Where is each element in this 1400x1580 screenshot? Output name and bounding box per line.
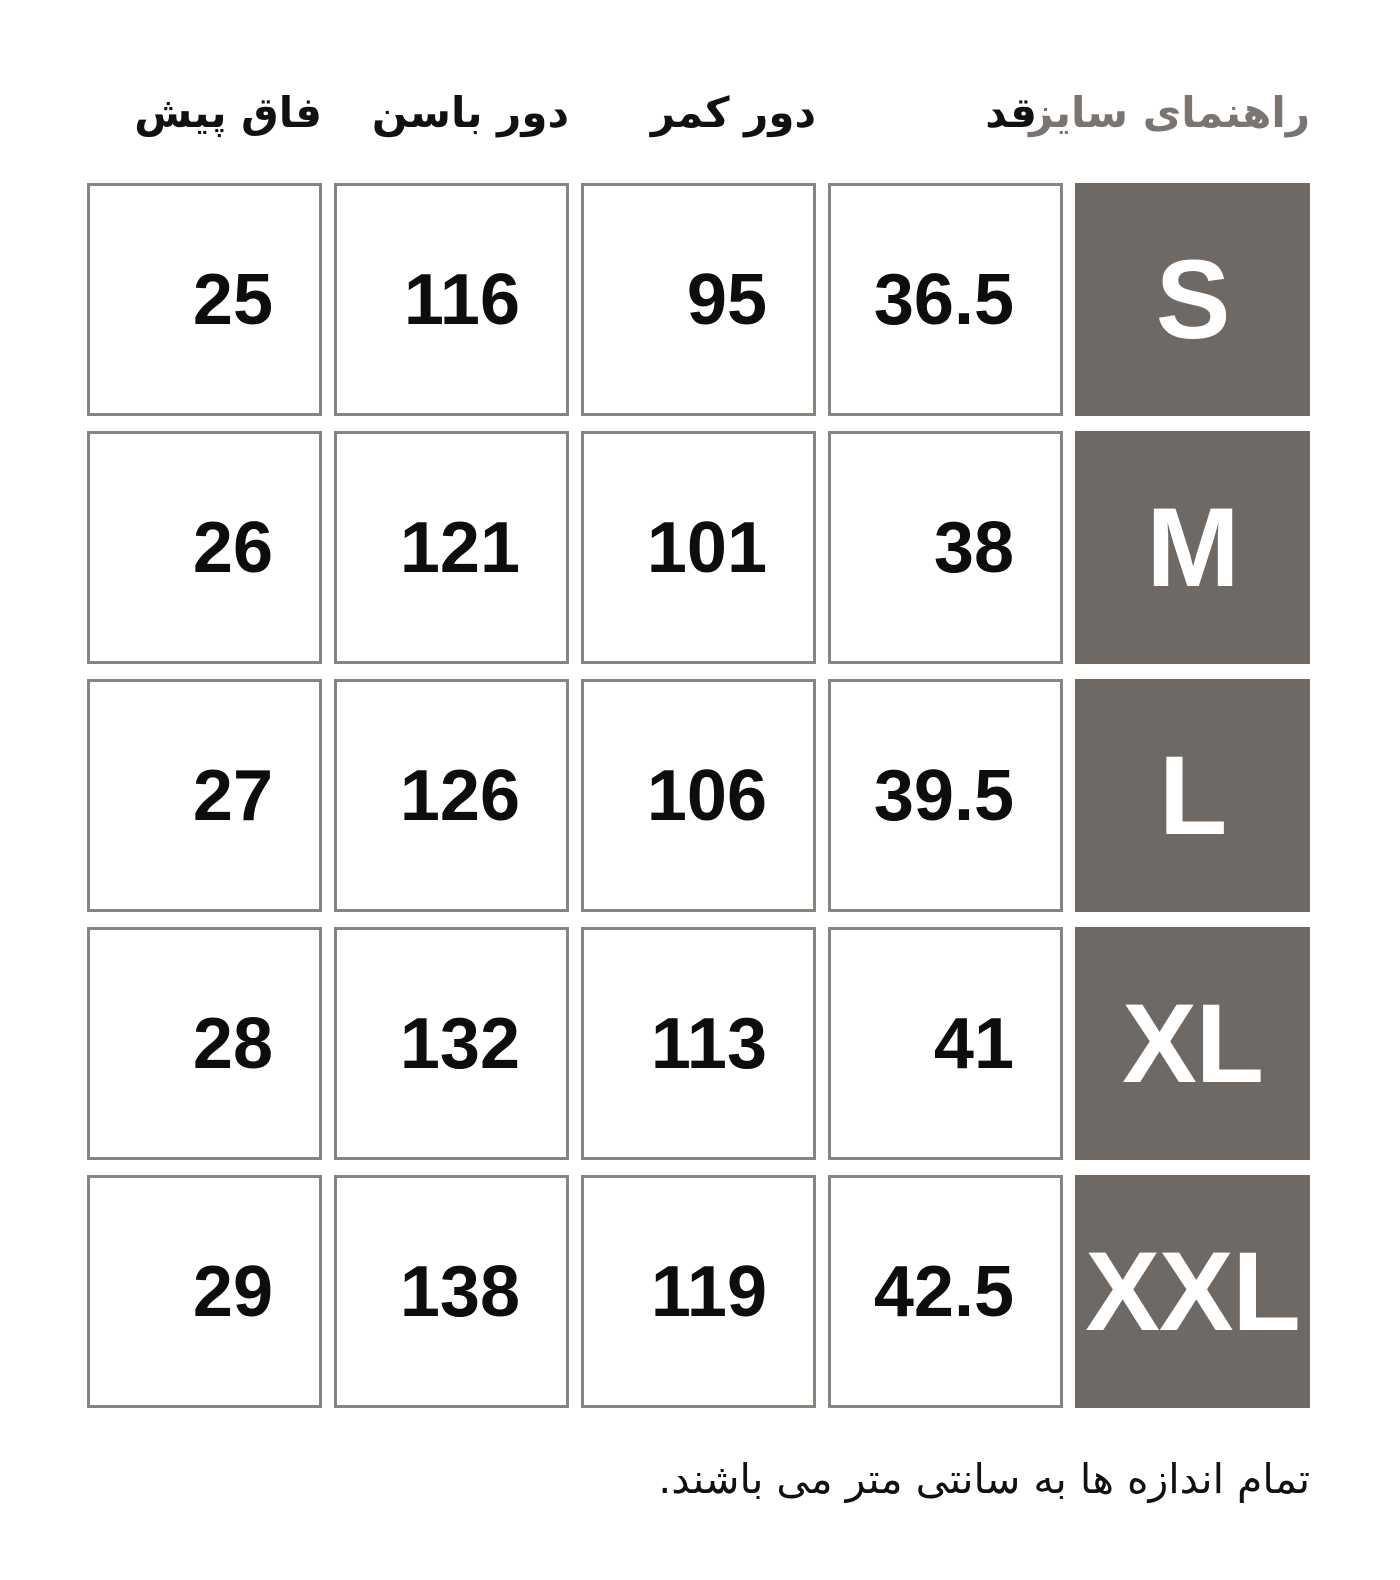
cell-hip: 121 (334, 431, 569, 664)
size-badge: L (1075, 679, 1310, 912)
size-guide-page: راهنمای سایز قد دور کمر دور باسن فاق پیش… (87, 0, 1310, 1506)
column-header-size-guide: راهنمای سایز (1029, 87, 1310, 137)
cell-waist: 101 (581, 431, 816, 664)
cell-height: 41 (828, 927, 1063, 1160)
column-header-front-rise: فاق پیش (134, 87, 322, 137)
cell-waist: 95 (581, 183, 816, 416)
cell-waist: 113 (581, 927, 816, 1160)
cell-waist: 106 (581, 679, 816, 912)
cell-waist: 119 (581, 1175, 816, 1408)
cell-front-rise: 27 (87, 679, 322, 912)
table-header-row: راهنمای سایز قد دور کمر دور باسن فاق پیش (87, 65, 1310, 160)
size-badge: XXL (1075, 1175, 1310, 1408)
size-badge: XL (1075, 927, 1310, 1160)
cell-front-rise: 29 (87, 1175, 322, 1408)
size-badge: M (1075, 431, 1310, 664)
size-guide-table: S 36.5 95 116 25 M 38 101 121 26 L 39.5 … (87, 183, 1310, 1408)
cell-height: 42.5 (828, 1175, 1063, 1408)
cell-height: 38 (828, 431, 1063, 664)
column-header-hip: دور باسن (371, 87, 569, 137)
column-header-height: قد (985, 87, 1037, 137)
cell-front-rise: 25 (87, 183, 322, 416)
cell-height: 36.5 (828, 183, 1063, 416)
cell-hip: 116 (334, 183, 569, 416)
cell-height: 39.5 (828, 679, 1063, 912)
units-footnote: تمام اندازه ها به سانتی متر می باشند. (658, 1455, 1310, 1503)
size-badge: S (1075, 183, 1310, 416)
cell-hip: 138 (334, 1175, 569, 1408)
cell-front-rise: 28 (87, 927, 322, 1160)
cell-hip: 126 (334, 679, 569, 912)
cell-front-rise: 26 (87, 431, 322, 664)
cell-hip: 132 (334, 927, 569, 1160)
column-header-waist: دور کمر (650, 87, 816, 137)
